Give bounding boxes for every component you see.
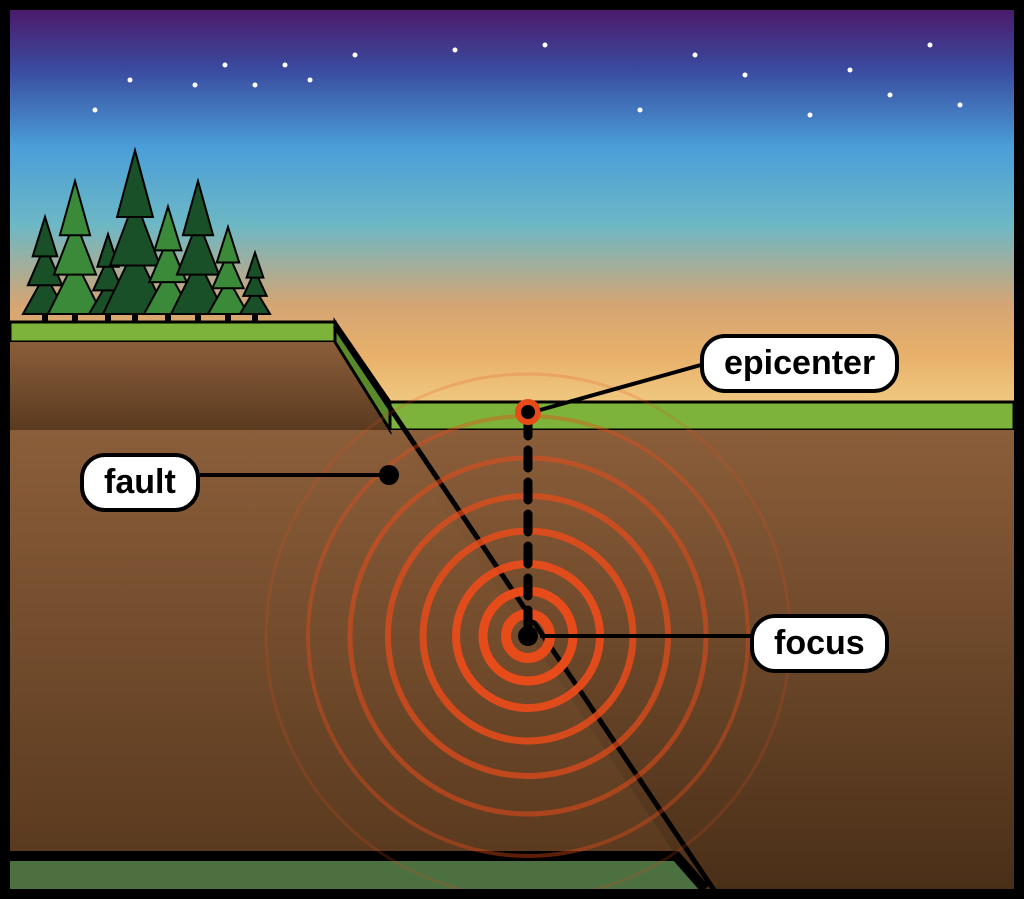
epicenter-label: epicenter bbox=[700, 334, 899, 393]
focus-label: focus bbox=[750, 614, 889, 673]
diagram-svg bbox=[0, 0, 1024, 899]
earthquake-diagram: epicenter fault focus bbox=[0, 0, 1024, 899]
focus-label-text: focus bbox=[774, 624, 865, 662]
epicenter-label-text: epicenter bbox=[724, 344, 875, 382]
fault-label-text: fault bbox=[104, 463, 176, 501]
fault-label: fault bbox=[80, 453, 200, 512]
